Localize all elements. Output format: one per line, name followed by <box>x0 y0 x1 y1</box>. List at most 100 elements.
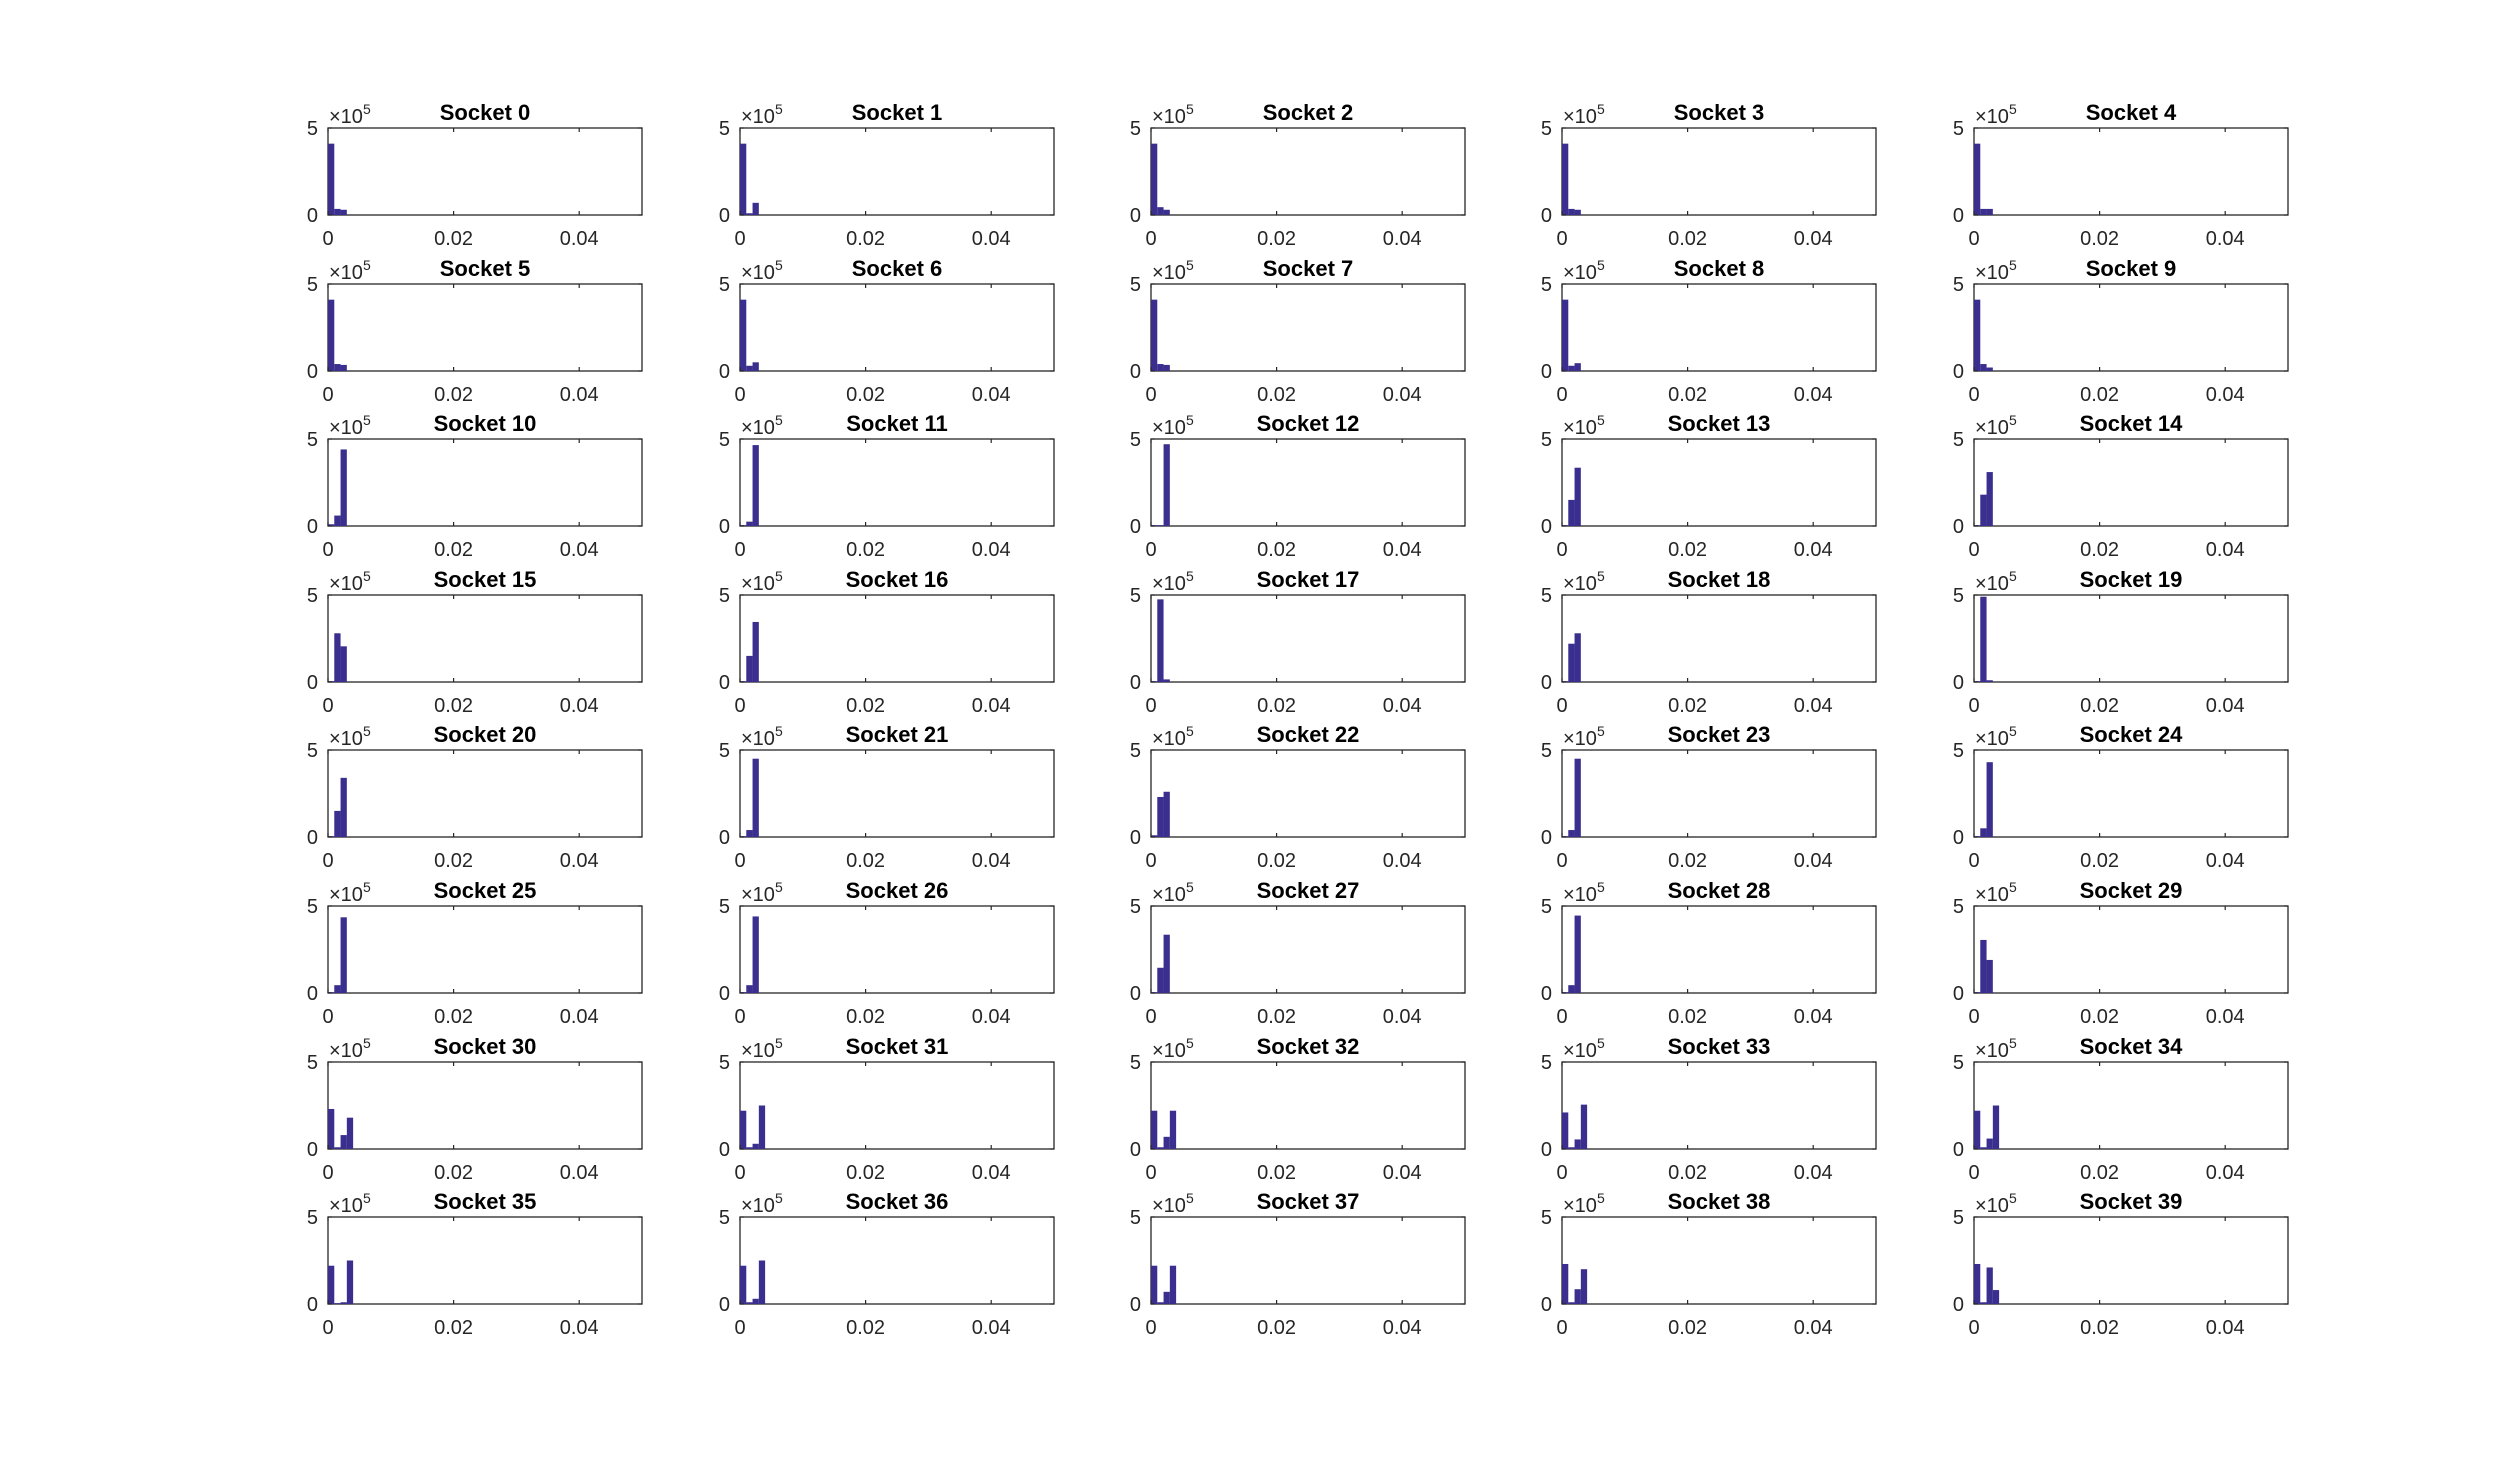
y-tick-label: 0 <box>1130 983 1141 1005</box>
y-exponent-power: 5 <box>1186 723 1194 739</box>
y-tick-label: 5 <box>1130 1052 1141 1074</box>
x-tick-label: 0 <box>1556 695 1567 717</box>
y-tick-label: 5 <box>307 740 318 762</box>
y-tick-label: 0 <box>719 1294 730 1316</box>
histogram-bar <box>328 524 335 526</box>
histogram-bar <box>340 449 347 526</box>
histogram-bar <box>1986 959 1993 993</box>
y-exponent-label: ×105 <box>1152 879 1194 906</box>
y-exponent-base: ×10 <box>1152 1040 1186 1062</box>
y-tick-label: 5 <box>719 585 730 607</box>
histogram-bar <box>1151 299 1158 371</box>
y-exponent-base: ×10 <box>1563 417 1597 439</box>
histogram-bar <box>1986 1138 1993 1149</box>
subplot-title: Socket 0 <box>440 100 531 125</box>
subplot-title: Socket 23 <box>1668 722 1771 747</box>
y-exponent-base: ×10 <box>1152 106 1186 128</box>
histogram-bar <box>1992 1290 2000 1304</box>
subplot-title: Socket 19 <box>2080 567 2183 592</box>
x-tick-label: 0.02 <box>1668 384 1707 406</box>
histogram-bar <box>334 1147 341 1149</box>
subplot-title: Socket 8 <box>1674 256 1765 281</box>
x-tick-label: 0.02 <box>434 539 473 561</box>
y-tick-label: 0 <box>1130 516 1141 538</box>
histogram-bar <box>740 299 747 371</box>
x-tick-label: 0.04 <box>2206 1006 2245 1028</box>
y-tick-label: 0 <box>1541 672 1552 694</box>
y-exponent-label: ×105 <box>329 257 371 284</box>
x-tick-label: 0.04 <box>2206 1162 2245 1184</box>
axes-box <box>327 594 643 683</box>
y-tick-label: 5 <box>1953 585 1964 607</box>
y-exponent-power: 5 <box>1186 1035 1194 1051</box>
x-tick-label: 0 <box>734 1317 745 1339</box>
x-tick-label: 0.04 <box>972 539 1011 561</box>
x-tick-label: 0 <box>1145 1162 1156 1184</box>
y-tick-label: 5 <box>307 118 318 140</box>
x-tick-label: 0.02 <box>2080 1006 2119 1028</box>
y-tick-label: 0 <box>719 672 730 694</box>
histogram-bar <box>746 655 753 682</box>
histogram-bar <box>752 1143 759 1149</box>
x-tick-label: 0 <box>1968 1317 1979 1339</box>
x-tick-label: 0.02 <box>1668 1006 1707 1028</box>
subplot-title: Socket 33 <box>1668 1034 1771 1059</box>
x-tick-label: 0.04 <box>560 1317 599 1339</box>
x-tick-label: 0.04 <box>560 850 599 872</box>
y-tick-label: 5 <box>307 585 318 607</box>
subplot-title: Socket 22 <box>1257 722 1360 747</box>
y-exponent-power: 5 <box>1597 1035 1605 1051</box>
y-exponent-label: ×105 <box>1152 568 1194 595</box>
y-exponent-base: ×10 <box>741 573 775 595</box>
y-exponent-label: ×105 <box>1975 1035 2017 1062</box>
y-tick-label: 0 <box>1541 1294 1552 1316</box>
x-tick-label: 0.04 <box>560 228 599 250</box>
subplot-title: Socket 35 <box>434 1189 537 1214</box>
histogram-bar <box>746 830 753 837</box>
x-tick-label: 0 <box>1145 695 1156 717</box>
histogram-bar <box>740 143 747 215</box>
y-tick-label: 5 <box>1130 740 1141 762</box>
y-exponent-power: 5 <box>363 568 371 584</box>
histogram-bar <box>1986 472 1993 526</box>
y-exponent-label: ×105 <box>741 1035 783 1062</box>
y-exponent-label: ×105 <box>741 257 783 284</box>
y-exponent-power: 5 <box>1597 879 1605 895</box>
x-tick-label: 0 <box>1556 539 1567 561</box>
x-tick-label: 0.04 <box>560 1162 599 1184</box>
y-exponent-label: ×105 <box>329 568 371 595</box>
x-tick-label: 0 <box>1968 539 1979 561</box>
y-exponent-power: 5 <box>1186 879 1194 895</box>
y-exponent-base: ×10 <box>741 1040 775 1062</box>
y-tick-label: 0 <box>719 361 730 383</box>
x-tick-label: 0.02 <box>1668 228 1707 250</box>
x-tick-label: 0.04 <box>1383 384 1422 406</box>
y-tick-label: 5 <box>307 1207 318 1229</box>
y-exponent-label: ×105 <box>1975 723 2017 750</box>
y-exponent-label: ×105 <box>1152 101 1194 128</box>
histogram-bar <box>334 364 341 371</box>
axes-box <box>1150 749 1466 838</box>
y-exponent-base: ×10 <box>1152 884 1186 906</box>
x-tick-label: 0.04 <box>1794 228 1833 250</box>
y-exponent-base: ×10 <box>1975 1195 2009 1217</box>
x-tick-label: 0.04 <box>972 228 1011 250</box>
histogram-bar <box>1568 985 1575 993</box>
axes-box <box>327 905 643 994</box>
subplot-title: Socket 28 <box>1668 878 1771 903</box>
y-tick-label: 5 <box>1130 118 1141 140</box>
y-exponent-label: ×105 <box>1563 412 1605 439</box>
y-exponent-base: ×10 <box>1563 106 1597 128</box>
y-exponent-power: 5 <box>1597 568 1605 584</box>
x-tick-label: 0.04 <box>2206 228 2245 250</box>
y-tick-label: 5 <box>307 896 318 918</box>
axes-box <box>1150 438 1466 527</box>
axes-box <box>1150 594 1466 683</box>
